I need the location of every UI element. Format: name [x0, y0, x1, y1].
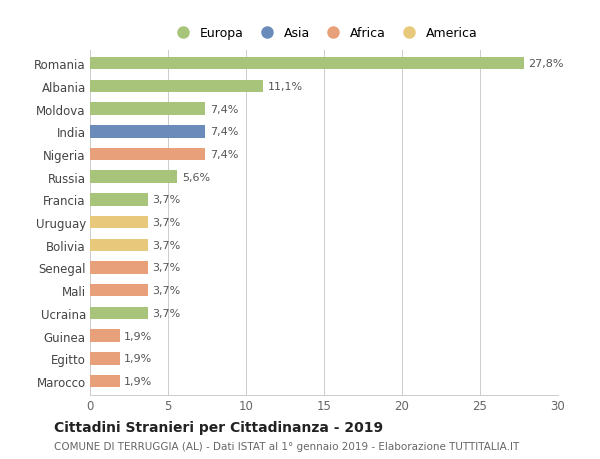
Text: 27,8%: 27,8% — [529, 59, 564, 69]
Text: 7,4%: 7,4% — [210, 104, 238, 114]
Bar — [90, 103, 205, 116]
Bar — [90, 330, 119, 342]
Text: 7,4%: 7,4% — [210, 150, 238, 160]
Text: 3,7%: 3,7% — [152, 263, 181, 273]
Bar — [90, 307, 148, 319]
Bar — [90, 262, 148, 274]
Text: 1,9%: 1,9% — [124, 353, 152, 364]
Bar — [90, 375, 119, 387]
Legend: Europa, Asia, Africa, America: Europa, Asia, Africa, America — [165, 22, 483, 45]
Bar — [90, 239, 148, 252]
Text: 11,1%: 11,1% — [268, 82, 303, 92]
Text: Cittadini Stranieri per Cittadinanza - 2019: Cittadini Stranieri per Cittadinanza - 2… — [54, 420, 383, 435]
Text: 3,7%: 3,7% — [152, 240, 181, 250]
Text: 3,7%: 3,7% — [152, 195, 181, 205]
Bar — [90, 284, 148, 297]
Text: 3,7%: 3,7% — [152, 285, 181, 296]
Bar — [90, 148, 205, 161]
Text: 3,7%: 3,7% — [152, 308, 181, 318]
Bar — [90, 216, 148, 229]
Bar — [90, 80, 263, 93]
Bar — [90, 126, 205, 138]
Bar — [90, 194, 148, 206]
Text: 5,6%: 5,6% — [182, 172, 210, 182]
Bar — [90, 171, 178, 184]
Text: 7,4%: 7,4% — [210, 127, 238, 137]
Text: 1,9%: 1,9% — [124, 376, 152, 386]
Text: COMUNE DI TERRUGGIA (AL) - Dati ISTAT al 1° gennaio 2019 - Elaborazione TUTTITAL: COMUNE DI TERRUGGIA (AL) - Dati ISTAT al… — [54, 441, 519, 451]
Text: 3,7%: 3,7% — [152, 218, 181, 228]
Text: 1,9%: 1,9% — [124, 331, 152, 341]
Bar — [90, 352, 119, 365]
Bar — [90, 58, 524, 70]
